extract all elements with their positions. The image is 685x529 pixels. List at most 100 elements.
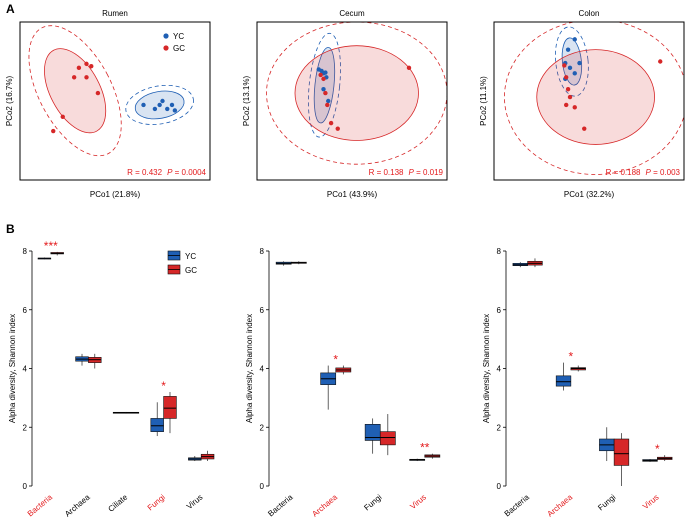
y-axis-label: PCo2 (16.7%)	[5, 76, 14, 127]
yc-box-archaea	[555, 375, 572, 387]
gc-sample-point	[71, 75, 77, 80]
category-label-bacteria: Bacteria	[26, 492, 55, 518]
gc-sample-point	[89, 64, 94, 69]
y-tick-label: 8	[497, 247, 502, 256]
category-label-fungi: Fungi	[146, 492, 167, 512]
yc-outer-dashed-ellipse	[125, 84, 194, 125]
pcoa-rumen-panel: Rumen PCo1 (21.8%) PCo2 (16.7%) R = 0.432 P …	[5, 9, 211, 199]
stats-p-label: P	[646, 168, 652, 177]
significance-marker: *	[655, 442, 660, 456]
gc-sample-point	[84, 61, 89, 67]
plot-title: Rumen	[102, 9, 128, 18]
x-axis-label: PCo1 (43.9%)	[327, 190, 378, 199]
pcoa-cecum-panel: Cecum PCo1 (43.9%) PCo2 (13.1%) R = 0.138 P …	[242, 9, 448, 199]
category-label-virus: Virus	[408, 493, 428, 512]
gc-box-fungi	[613, 438, 630, 466]
gc-sample-point	[335, 126, 340, 131]
gc-sample-point	[565, 86, 571, 92]
plot-frame	[19, 21, 211, 181]
yc-sample-point	[141, 102, 146, 108]
plot-frame	[256, 21, 448, 181]
box-rumen-panel: 0 2 4 6 8 Alpha diversity, Shannon index Bacte…	[8, 239, 215, 519]
y-axis-label: Alpha diversity, Shannon index	[482, 314, 491, 423]
x-axis-label: PCo1 (21.8%)	[90, 190, 141, 199]
legend-label-gc: GC	[185, 266, 197, 275]
stats-p: = 0.0004	[172, 168, 206, 177]
yc-sample-point	[323, 70, 328, 75]
gc-box-fungi	[379, 431, 396, 446]
category-label-archaea: Archaea	[310, 492, 339, 518]
legend-swatch-gc	[163, 45, 169, 51]
significance-marker: ***	[44, 239, 58, 253]
stats-annotation: R = 0.188 P = 0.003	[606, 168, 681, 177]
y-tick-label: 2	[23, 423, 28, 432]
gc-sample-point	[60, 114, 65, 120]
significance-marker: **	[420, 441, 430, 455]
plot-title: Colon	[579, 9, 600, 18]
yc-sample-point	[157, 102, 162, 108]
yc-sample-point	[572, 37, 577, 42]
gc-sample-point	[95, 90, 101, 96]
y-tick-label: 0	[23, 482, 28, 491]
gc-confidence-ellipse	[294, 45, 419, 141]
yc-outer-dashed-ellipse	[307, 32, 341, 138]
gc-sample-point	[658, 59, 663, 64]
gc-sample-point	[328, 120, 334, 126]
box-cecum-panel: 0 2 4 6 8 Alpha diversity, Shannon index Bacte…	[245, 247, 441, 519]
yc-sample-point	[321, 86, 326, 92]
y-tick-label: 4	[260, 365, 265, 374]
stats-annotation: R = 0.432 P = 0.0004	[127, 168, 206, 177]
stats-p-label: P	[409, 168, 415, 177]
stats-R: 0.188	[620, 168, 641, 177]
gc-outer-dashed-ellipse	[266, 22, 447, 165]
stats-prefix: R =	[606, 168, 621, 177]
stats-prefix: R =	[127, 168, 142, 177]
gc-sample-point	[564, 75, 569, 80]
stats-R: 0.138	[383, 168, 404, 177]
panel-label-a: A	[6, 2, 15, 16]
stats-p-label: P	[167, 168, 173, 177]
category-label-archaea: Archaea	[63, 492, 92, 518]
yc-outer-dashed-ellipse	[555, 26, 589, 97]
y-tick-label: 4	[23, 365, 28, 374]
legend-label-yc: YC	[185, 252, 196, 261]
category-label-bacteria: Bacteria	[266, 492, 295, 518]
y-tick-label: 4	[497, 365, 502, 374]
yc-sample-point	[577, 60, 582, 66]
y-axis-label: Alpha diversity, Shannon index	[245, 314, 254, 423]
y-tick-label: 2	[497, 423, 502, 432]
yc-sample-point	[172, 108, 178, 113]
gc-sample-point	[406, 65, 412, 71]
y-axis-label: PCo2 (11.1%)	[479, 76, 488, 126]
gc-sample-point	[572, 105, 577, 110]
yc-sample-point	[326, 98, 331, 104]
gc-sample-point	[323, 90, 328, 96]
yc-sample-point	[160, 98, 165, 104]
yc-sample-point	[565, 47, 571, 52]
yc-confidence-ellipse	[313, 47, 336, 124]
y-tick-label: 6	[497, 306, 502, 315]
gc-sample-point	[318, 72, 323, 78]
stats-prefix: R =	[369, 168, 384, 177]
legend-label-yc: YC	[173, 32, 184, 41]
y-tick-label: 6	[260, 306, 265, 315]
gc-sample-point	[51, 128, 56, 134]
gc-confidence-ellipse	[44, 48, 107, 134]
gc-sample-point	[76, 65, 82, 71]
y-tick-label: 2	[260, 423, 265, 432]
gc-sample-point	[582, 126, 587, 131]
yc-sample-point	[165, 106, 170, 112]
x-axis-label: PCo1 (32.2%)	[564, 190, 615, 199]
category-label-ciliate: Ciliate	[106, 492, 129, 514]
yc-sample-point	[567, 65, 573, 71]
plot-title: Cecum	[339, 9, 365, 18]
gc-sample-point	[325, 102, 330, 108]
gc-outer-dashed-ellipse	[28, 25, 122, 157]
gc-sample-point	[321, 76, 326, 82]
y-axis-label: Alpha diversity, Shannon index	[8, 314, 17, 423]
category-label-bacteria: Bacteria	[503, 492, 532, 518]
category-label-virus: Virus	[641, 493, 661, 512]
y-tick-label: 0	[497, 482, 502, 491]
yc-sample-point	[572, 71, 577, 76]
